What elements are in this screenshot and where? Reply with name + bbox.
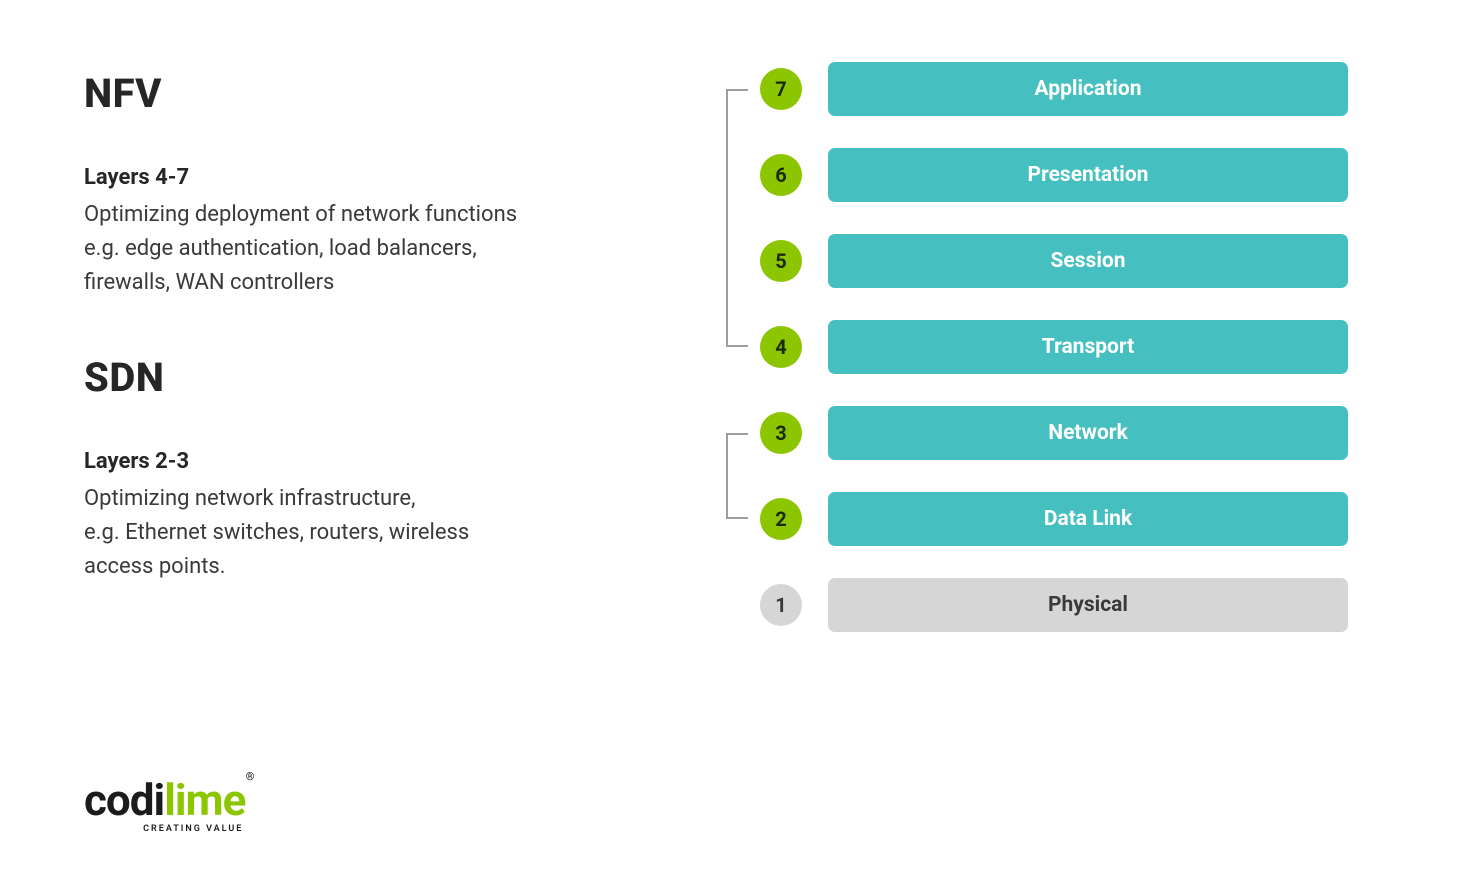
bracket-nfv (726, 89, 748, 347)
layer-bar-session: Session (828, 234, 1348, 288)
layer-row-4: 4 Transport (720, 320, 1420, 374)
diagram-canvas: NFV Layers 4-7 Optimizing deployment of … (0, 0, 1474, 880)
layer-bar-network: Network (828, 406, 1348, 460)
layer-bar-physical: Physical (828, 578, 1348, 632)
nfv-subtitle: Layers 4-7 (84, 165, 644, 190)
layer-bar-application: Application (828, 62, 1348, 116)
logo-wordmark: codilime ® CREATING VALUE (84, 774, 245, 826)
layer-number-5: 5 (760, 240, 802, 282)
layer-row-5: 5 Session (720, 234, 1420, 288)
layer-number-3: 3 (760, 412, 802, 454)
layer-bar-transport: Transport (828, 320, 1348, 374)
bracket-sdn (726, 433, 748, 519)
codilime-logo: codilime ® CREATING VALUE (84, 774, 245, 826)
left-column: NFV Layers 4-7 Optimizing deployment of … (84, 70, 644, 639)
sdn-section: SDN Layers 2-3 Optimizing network infras… (84, 354, 644, 584)
layer-row-3: 3 Network (720, 406, 1420, 460)
nfv-body: Optimizing deployment of network functio… (84, 198, 644, 300)
layer-number-7: 7 (760, 68, 802, 110)
logo-part-codi: codi (84, 774, 164, 826)
layer-number-6: 6 (760, 154, 802, 196)
layer-number-4: 4 (760, 326, 802, 368)
layer-number-2: 2 (760, 498, 802, 540)
logo-part-lime: lime (164, 774, 245, 826)
layer-row-1: 1 Physical (720, 578, 1420, 632)
layer-row-6: 6 Presentation (720, 148, 1420, 202)
layer-row-2: 2 Data Link (720, 492, 1420, 546)
nfv-heading: NFV (84, 70, 644, 117)
logo-tagline: CREATING VALUE (143, 824, 243, 834)
nfv-section: NFV Layers 4-7 Optimizing deployment of … (84, 70, 644, 300)
layer-bar-presentation: Presentation (828, 148, 1348, 202)
layer-bar-data-link: Data Link (828, 492, 1348, 546)
osi-layers-column: 7 Application 6 Presentation 5 Session 4 Transp… (720, 62, 1420, 664)
sdn-body: Optimizing network infrastructure, e.g. … (84, 482, 644, 584)
sdn-subtitle: Layers 2-3 (84, 449, 644, 474)
logo-registered: ® (246, 770, 254, 783)
layer-number-1: 1 (760, 584, 802, 626)
sdn-heading: SDN (84, 354, 644, 401)
layer-row-7: 7 Application (720, 62, 1420, 116)
